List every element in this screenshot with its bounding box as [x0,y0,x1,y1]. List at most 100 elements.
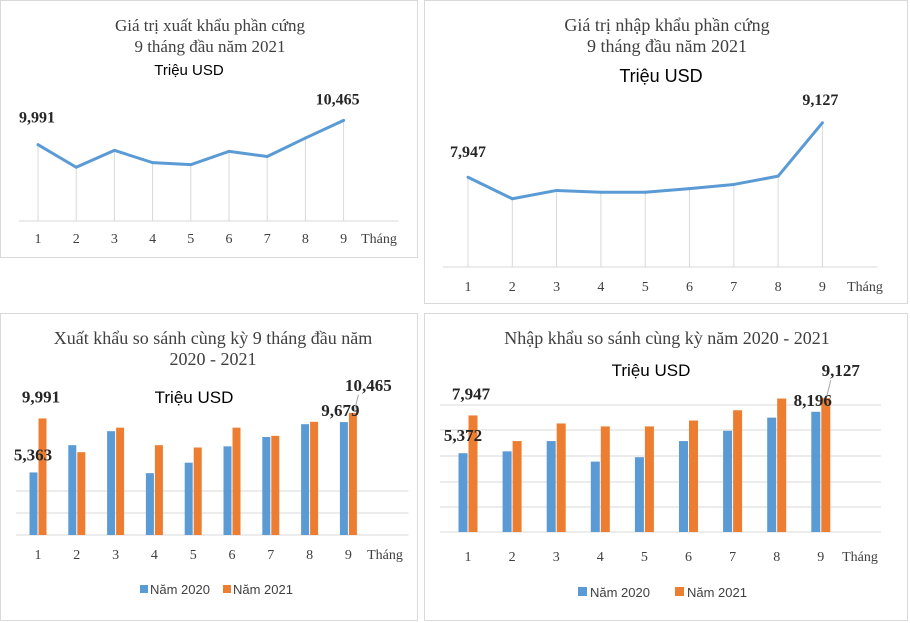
legend-label-2020: Năm 2020 [150,582,210,597]
chart-title: Nhập khẩu so sánh cùng kỳ năm 2020 - 202… [504,328,829,348]
x-axis-label: Tháng [847,280,883,295]
data-labels: 9,991 10,465 [19,91,360,126]
chart-unit: Triệu USD [155,388,234,407]
bar-2020 [145,473,154,535]
x-tick-label: 2 [509,280,516,295]
data-label: 5,372 [444,426,482,445]
x-tick-label: 1 [465,550,472,565]
bar-2021 [310,421,319,535]
data-point [112,148,116,152]
x-tick-label: 3 [112,548,119,563]
bar-2021 [271,435,280,535]
x-tick-label: 9 [819,280,826,295]
data-point [688,187,691,191]
x-tick-label: 1 [35,548,42,563]
x-axis-ticks: 1 2 3 4 5 6 7 8 9 [465,280,826,295]
bar-2021 [116,427,125,535]
x-axis-label: Tháng [367,548,403,563]
data-label: 8,196 [794,391,832,410]
bar-2020 [502,451,512,532]
x-tick-label: 4 [149,232,156,247]
bar-2021 [733,410,743,532]
bar-2021 [689,420,698,532]
x-tick-label: 8 [302,232,309,247]
label-leader-line [353,394,359,412]
legend-label-2021: Năm 2021 [233,582,293,597]
x-tick-label: 7 [267,548,274,563]
x-tick-label: 8 [775,280,782,295]
x-tick-label: 3 [553,550,560,565]
x-tick-label: 1 [465,280,472,295]
bar-2021 [600,426,610,532]
x-tick-label: 6 [229,548,236,563]
bar-2020 [458,453,468,532]
x-tick-label: 4 [597,280,604,295]
data-label: 9,991 [19,110,55,127]
data-point [151,161,155,165]
bar-2020 [634,457,644,532]
bar-2020 [223,446,232,535]
legend-swatch-2020 [140,585,148,593]
data-point [303,136,307,140]
x-tick-label: 6 [686,280,693,295]
bar-2021 [348,412,357,535]
import-bar-chart-panel: Nhập khẩu so sánh cùng kỳ năm 2020 - 202… [424,313,908,621]
legend-label-2021: Năm 2021 [687,585,747,600]
data-point [36,143,40,147]
chart-subtitle: 9 tháng đầu năm 2021 [587,36,747,56]
bar-2020 [68,445,77,535]
bar-2020 [811,411,821,532]
data-label: 10,465 [316,91,360,108]
data-labels: 7,947 9,127 [450,92,838,161]
data-point [265,154,269,158]
chart-subtitle: 9 tháng đầu năm 2021 [134,37,285,56]
bar-2021 [38,418,47,535]
export-line-chart: Giá trị xuất khẩu phần cứng 9 tháng đầu … [19,16,399,247]
chart-title: Giá trị xuất khẩu phần cứng [115,16,306,35]
bar-2020 [723,430,733,532]
bar-2021 [821,398,831,532]
export-line-chart-panel: Giá trị xuất khẩu phần cứng 9 tháng đầu … [0,0,418,258]
x-tick-label: 3 [553,280,560,295]
x-tick-label: 5 [641,550,648,565]
x-tick-label: 3 [111,232,118,247]
bar-2020 [184,462,193,535]
x-tick-label: 7 [730,280,737,295]
bar-2020 [262,437,271,535]
bars [458,398,831,532]
bar-2021 [556,423,566,532]
legend: Năm 2020 Năm 2021 [578,585,747,600]
legend-swatch-2021 [675,587,684,596]
legend-swatch-2021 [223,585,231,593]
bar-2021 [77,452,86,535]
data-label: 9,991 [22,387,60,406]
x-tick-label: 8 [306,548,313,563]
label-leader-line [826,380,832,397]
data-label: 9,127 [802,92,838,109]
data-label: 5,363 [14,445,52,464]
x-tick-label: 4 [597,550,604,565]
bar-2020 [29,472,38,535]
x-tick-label: 2 [73,548,80,563]
bar-2021 [468,415,478,532]
bar-2021 [644,426,654,532]
data-point [820,121,824,125]
bar-2020 [301,424,310,535]
data-labels: 5,363 9,991 9,679 10,465 [14,376,392,465]
data-point [643,190,647,194]
export-bar-chart: Xuất khẩu so sánh cùng kỳ 9 tháng đầu nă… [14,328,409,597]
data-point [599,190,603,194]
x-tick-label: 5 [190,548,197,563]
x-tick-label: 1 [35,232,42,247]
x-tick-label: 7 [729,550,736,565]
x-tick-label: 2 [73,232,80,247]
data-point [74,165,78,169]
x-tick-label: 5 [642,280,649,295]
bar-2020 [767,417,777,532]
series-line [466,121,824,201]
data-label: 10,465 [345,376,392,395]
chart-unit: Triệu USD [612,361,691,380]
data-point [466,175,470,179]
x-axis-ticks: 1 2 3 4 5 6 7 8 9 [35,548,352,563]
bar-2021 [154,445,163,535]
